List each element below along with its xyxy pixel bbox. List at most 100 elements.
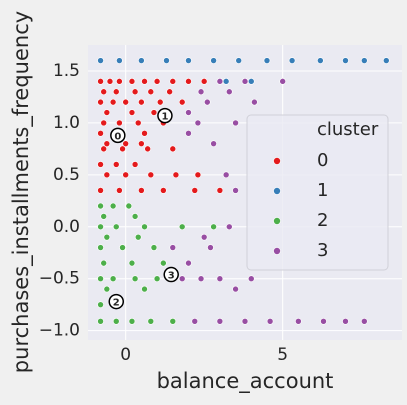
x-axis-label: balance_account bbox=[157, 369, 334, 394]
point bbox=[131, 88, 139, 96]
point bbox=[150, 244, 158, 251]
point bbox=[100, 259, 107, 267]
point bbox=[141, 129, 148, 137]
point bbox=[153, 78, 161, 85]
point bbox=[141, 78, 148, 85]
point bbox=[185, 78, 192, 85]
point bbox=[97, 318, 104, 325]
point bbox=[235, 57, 243, 64]
y-tick-label: 0.5 bbox=[53, 165, 80, 185]
point bbox=[342, 318, 349, 325]
point bbox=[160, 187, 167, 194]
point bbox=[97, 161, 104, 168]
legend-box bbox=[246, 114, 389, 271]
point bbox=[200, 233, 208, 241]
point bbox=[122, 140, 129, 147]
point bbox=[185, 129, 192, 137]
point bbox=[216, 275, 224, 283]
point bbox=[138, 98, 145, 106]
point bbox=[109, 275, 117, 283]
point bbox=[100, 88, 107, 96]
point bbox=[97, 202, 104, 210]
cluster-center bbox=[163, 266, 179, 283]
point bbox=[295, 318, 302, 325]
point bbox=[147, 88, 155, 96]
point bbox=[128, 78, 136, 85]
point bbox=[122, 171, 129, 179]
point bbox=[103, 140, 111, 147]
y-tick-label: 0.0 bbox=[53, 217, 80, 237]
point bbox=[185, 109, 192, 116]
point bbox=[226, 88, 233, 96]
point bbox=[97, 223, 104, 231]
point bbox=[119, 244, 126, 251]
point bbox=[100, 119, 107, 127]
point bbox=[119, 145, 126, 153]
point bbox=[112, 161, 120, 168]
point bbox=[138, 187, 145, 194]
point bbox=[116, 57, 123, 64]
point bbox=[210, 223, 217, 231]
point bbox=[232, 285, 239, 293]
point bbox=[288, 57, 296, 64]
point bbox=[251, 98, 258, 106]
point bbox=[97, 98, 104, 106]
point bbox=[169, 318, 177, 325]
point bbox=[279, 78, 286, 85]
point bbox=[361, 57, 368, 64]
legend-marker bbox=[273, 247, 281, 255]
point bbox=[166, 88, 173, 96]
legend-marker bbox=[273, 217, 281, 225]
point bbox=[163, 57, 170, 64]
cluster-center bbox=[157, 107, 173, 124]
y-axis-label: purchases_installments_frequency bbox=[9, 11, 34, 373]
point bbox=[216, 187, 224, 194]
point bbox=[134, 119, 142, 127]
point bbox=[112, 318, 120, 325]
point bbox=[138, 140, 145, 147]
point bbox=[160, 259, 167, 267]
point bbox=[247, 275, 255, 283]
legend-label: 1 bbox=[317, 180, 328, 201]
point bbox=[191, 318, 199, 325]
legend-marker bbox=[273, 157, 281, 165]
point bbox=[247, 78, 255, 85]
point bbox=[263, 57, 271, 64]
point bbox=[109, 202, 117, 210]
point bbox=[147, 171, 155, 179]
cluster-center bbox=[110, 127, 126, 144]
point bbox=[138, 57, 145, 64]
point bbox=[197, 88, 205, 96]
point bbox=[103, 285, 111, 293]
point bbox=[200, 78, 208, 85]
point bbox=[232, 119, 239, 127]
point bbox=[103, 171, 111, 179]
point bbox=[100, 145, 107, 153]
point bbox=[207, 244, 214, 251]
point bbox=[317, 57, 324, 64]
point bbox=[147, 318, 155, 325]
point bbox=[109, 98, 117, 106]
point bbox=[97, 244, 104, 251]
point bbox=[178, 223, 186, 231]
point bbox=[169, 145, 177, 153]
point bbox=[185, 57, 192, 64]
point bbox=[131, 275, 139, 283]
point bbox=[241, 78, 249, 85]
point bbox=[106, 78, 114, 85]
cluster-center-label: 1 bbox=[161, 112, 168, 123]
point bbox=[342, 57, 349, 64]
point bbox=[185, 259, 192, 267]
y-tick-label: −0.5 bbox=[39, 269, 80, 289]
point bbox=[128, 318, 136, 325]
point bbox=[191, 187, 199, 194]
point bbox=[204, 98, 211, 106]
y-tick-label: −1.0 bbox=[39, 321, 80, 341]
legend-marker bbox=[273, 187, 281, 195]
y-tick-label: 1.5 bbox=[53, 61, 80, 81]
legend-label: 3 bbox=[317, 240, 328, 261]
point bbox=[141, 223, 148, 231]
point bbox=[216, 78, 224, 85]
point bbox=[103, 233, 111, 241]
